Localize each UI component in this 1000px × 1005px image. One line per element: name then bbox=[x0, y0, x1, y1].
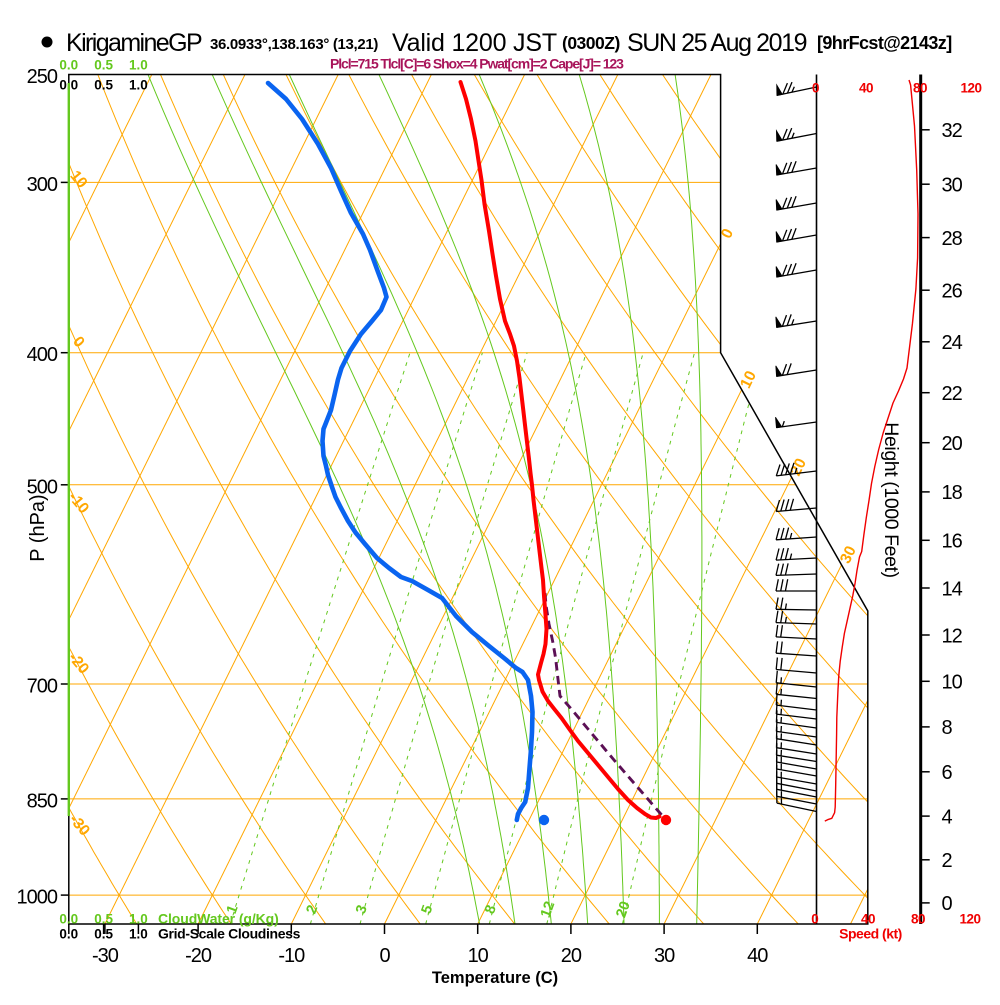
svg-text:20: 20 bbox=[561, 945, 582, 967]
svg-text:10: 10 bbox=[468, 945, 489, 967]
svg-text:8: 8 bbox=[942, 717, 953, 739]
svg-text:0: 0 bbox=[942, 893, 953, 915]
svg-text:0: 0 bbox=[812, 81, 819, 96]
svg-text:22: 22 bbox=[942, 383, 963, 405]
svg-text:Plcl=715 Tlcl[C]=6 Shox=4 Pwat: Plcl=715 Tlcl[C]=6 Shox=4 Pwat[cm]=2 Cap… bbox=[330, 56, 624, 72]
svg-text:40: 40 bbox=[747, 945, 768, 967]
svg-text:-30: -30 bbox=[92, 945, 119, 967]
svg-text:P (hPa): P (hPa) bbox=[27, 494, 49, 561]
svg-text:40: 40 bbox=[859, 81, 873, 96]
svg-text:18: 18 bbox=[942, 482, 963, 504]
svg-text:0.0: 0.0 bbox=[59, 911, 78, 926]
svg-text:12: 12 bbox=[538, 899, 559, 920]
svg-text:KirigamineGP: KirigamineGP bbox=[66, 29, 202, 57]
svg-text:0.0: 0.0 bbox=[59, 927, 78, 942]
svg-text:Valid 1200 JST: Valid 1200 JST bbox=[392, 29, 557, 57]
svg-text:1.0: 1.0 bbox=[129, 911, 148, 926]
svg-text:5: 5 bbox=[419, 903, 437, 916]
svg-text:1000: 1000 bbox=[17, 887, 58, 909]
svg-text:32: 32 bbox=[942, 120, 963, 142]
svg-text:0: 0 bbox=[379, 945, 390, 967]
svg-text:20: 20 bbox=[613, 899, 634, 920]
svg-text:30: 30 bbox=[654, 945, 675, 967]
svg-text:Grid-Scale Cloudiness: Grid-Scale Cloudiness bbox=[158, 926, 301, 942]
svg-text:10: 10 bbox=[66, 168, 90, 192]
svg-text:CloudWater (g/Kg): CloudWater (g/Kg) bbox=[158, 910, 279, 926]
svg-text:0.0: 0.0 bbox=[59, 58, 78, 73]
svg-text:1.0: 1.0 bbox=[129, 78, 148, 93]
svg-text:700: 700 bbox=[27, 676, 58, 698]
svg-text:300: 300 bbox=[27, 174, 58, 196]
svg-text:24: 24 bbox=[942, 332, 963, 354]
svg-text:400: 400 bbox=[27, 344, 58, 366]
svg-text:26: 26 bbox=[942, 281, 963, 303]
svg-text:14: 14 bbox=[942, 578, 963, 600]
svg-text:2: 2 bbox=[942, 850, 953, 872]
svg-text:10: 10 bbox=[942, 672, 963, 694]
svg-text:20: 20 bbox=[942, 433, 963, 455]
svg-text:Temperature (C): Temperature (C) bbox=[432, 969, 558, 987]
svg-text:850: 850 bbox=[27, 790, 58, 812]
svg-text:-10: -10 bbox=[278, 945, 305, 967]
svg-text:-20: -20 bbox=[185, 945, 212, 967]
svg-text:250: 250 bbox=[27, 66, 58, 88]
svg-text:30: 30 bbox=[942, 175, 963, 197]
svg-text:1.0: 1.0 bbox=[129, 58, 148, 73]
svg-text:28: 28 bbox=[942, 228, 963, 250]
svg-text:6: 6 bbox=[942, 762, 953, 784]
svg-text:(0300Z): (0300Z) bbox=[562, 33, 620, 53]
svg-text:120: 120 bbox=[960, 81, 981, 96]
svg-text:16: 16 bbox=[942, 531, 963, 553]
svg-text:80: 80 bbox=[913, 81, 927, 96]
svg-text:0.5: 0.5 bbox=[94, 78, 113, 93]
svg-text:0.5: 0.5 bbox=[94, 911, 113, 926]
svg-text:1.0: 1.0 bbox=[129, 927, 148, 942]
svg-text:Height (1000 Feet): Height (1000 Feet) bbox=[880, 422, 902, 577]
svg-text:8: 8 bbox=[482, 903, 500, 916]
svg-text:80: 80 bbox=[911, 912, 925, 927]
svg-text:3: 3 bbox=[353, 903, 371, 916]
svg-text:0.5: 0.5 bbox=[94, 58, 113, 73]
svg-text:36.0933°,138.163° (13,21): 36.0933°,138.163° (13,21) bbox=[210, 36, 378, 53]
svg-text:Speed (kt): Speed (kt) bbox=[839, 926, 902, 942]
svg-text:0.5: 0.5 bbox=[94, 927, 113, 942]
svg-text:[9hrFcst@2143z]: [9hrFcst@2143z] bbox=[817, 33, 952, 53]
svg-text:40: 40 bbox=[861, 912, 875, 927]
svg-text:0: 0 bbox=[811, 912, 818, 927]
svg-text:SUN 25 Aug 2019: SUN 25 Aug 2019 bbox=[627, 29, 807, 57]
svg-text:12: 12 bbox=[942, 625, 963, 647]
svg-text:4: 4 bbox=[942, 806, 953, 828]
svg-text:120: 120 bbox=[959, 912, 980, 927]
